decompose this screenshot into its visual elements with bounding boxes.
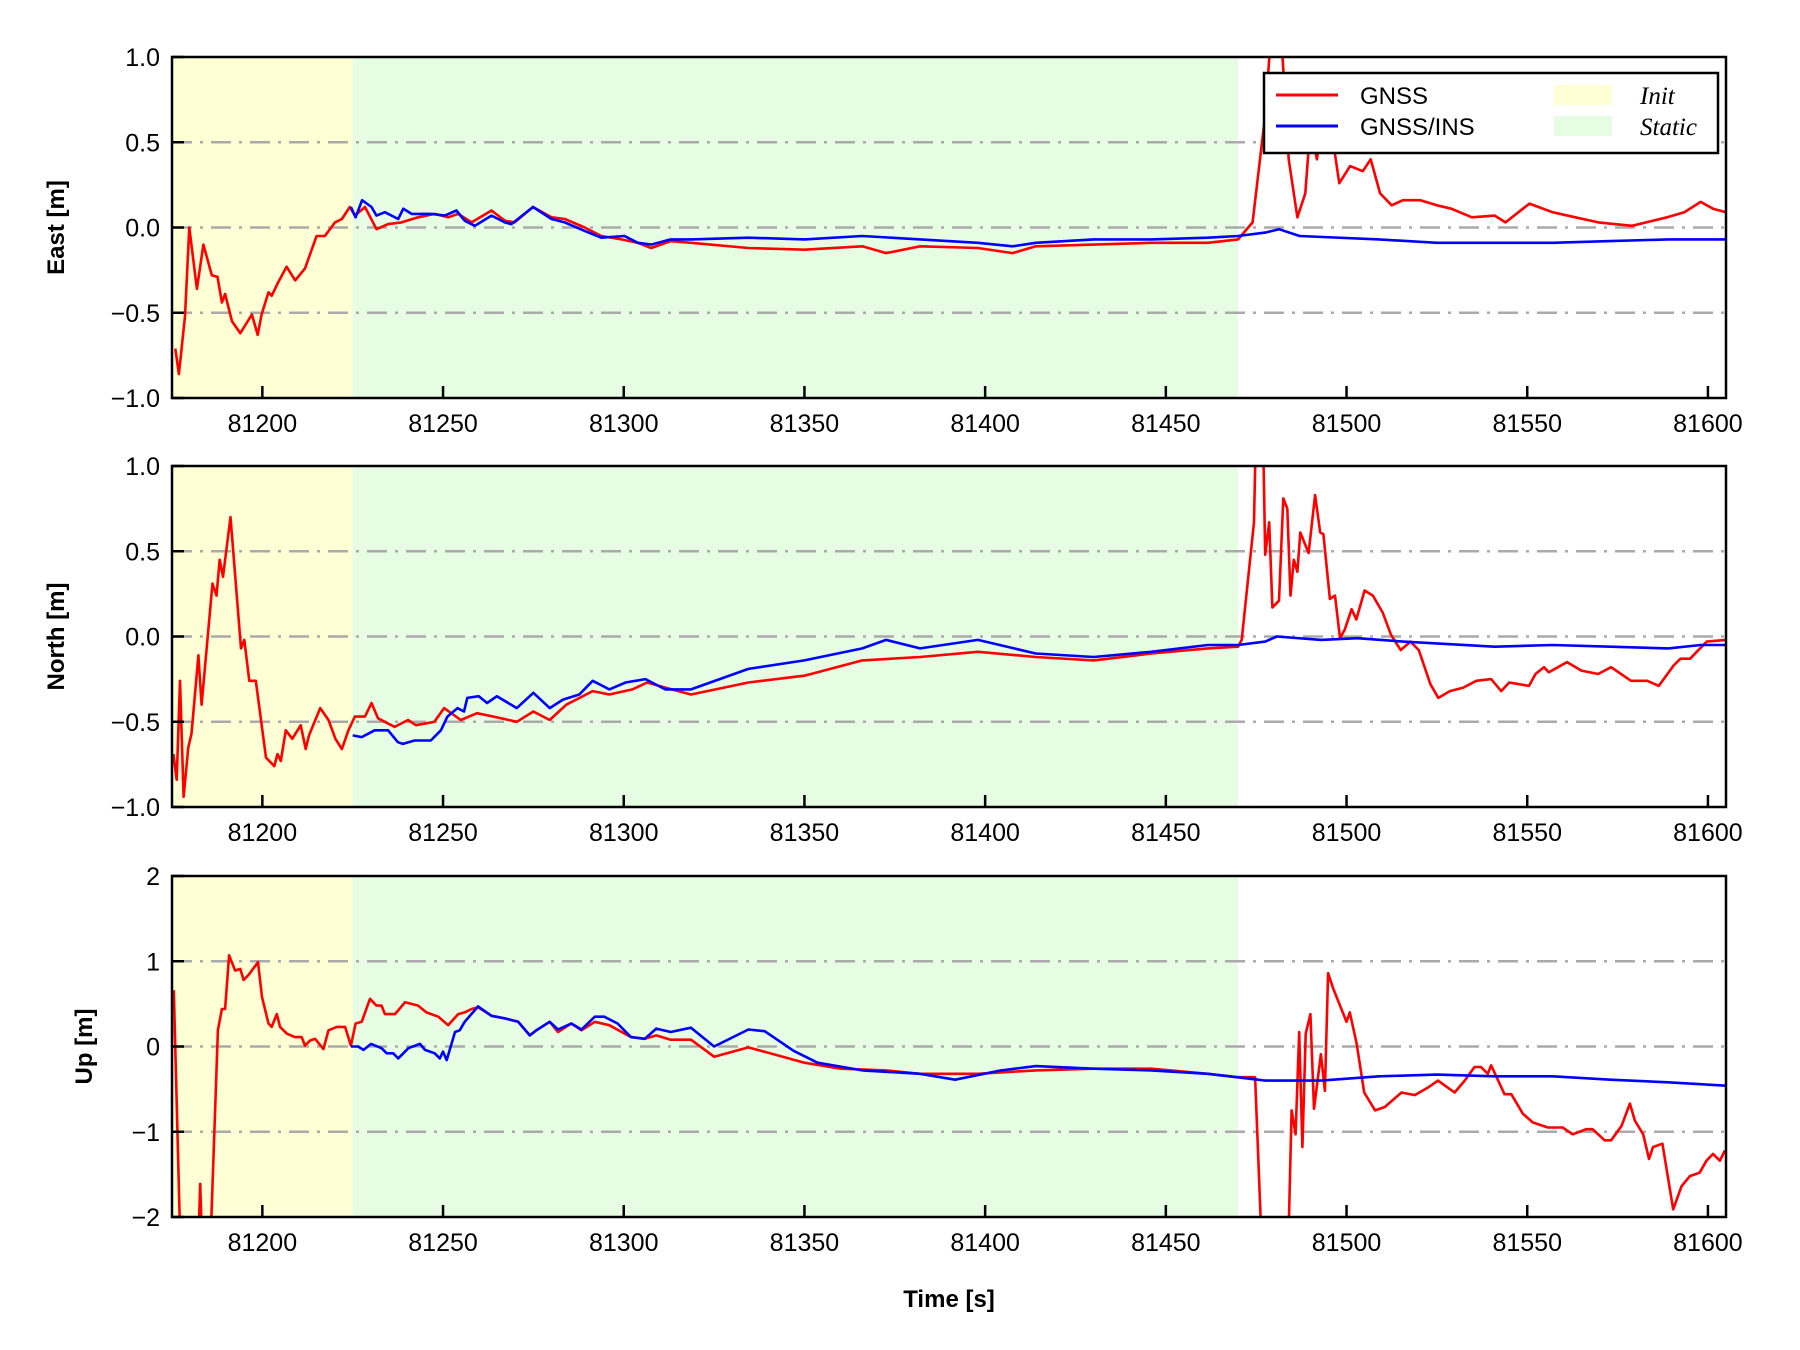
x-tick-label: 81350 bbox=[770, 819, 840, 847]
x-tick-label: 81300 bbox=[589, 410, 659, 438]
y-tick-label: −1.0 bbox=[111, 794, 160, 822]
y-tick-label: −0.5 bbox=[111, 300, 160, 328]
x-tick-label: 81400 bbox=[950, 1229, 1020, 1257]
x-tick-label: 81200 bbox=[228, 410, 298, 438]
panel-east: 1.0 0.5 0.0 −0.5 −1.0 81200 81250 81300 81350 814… bbox=[43, 44, 1743, 438]
y-tick-label: −1 bbox=[131, 1119, 160, 1147]
legend-patch-static bbox=[1554, 116, 1612, 136]
y-tick-label: 0.5 bbox=[125, 538, 160, 566]
legend-label: GNSS bbox=[1360, 83, 1428, 110]
x-tick-label: 81600 bbox=[1673, 819, 1743, 847]
panel-north: 1.0 0.5 0.0 −0.5 −1.0 81200 81250 81300 81350 814… bbox=[43, 453, 1743, 847]
y-tick-label: 1.0 bbox=[125, 453, 160, 481]
y-axis-label: East [m] bbox=[43, 180, 70, 275]
y-tick-label: 0.0 bbox=[125, 215, 160, 243]
x-tick-label: 81200 bbox=[228, 819, 298, 847]
x-tick-label: 81450 bbox=[1131, 1229, 1201, 1257]
y-axis-label: North [m] bbox=[43, 583, 70, 691]
x-tick-label: 81550 bbox=[1492, 1229, 1562, 1257]
series-line-gnss-ins bbox=[350, 1005, 1726, 1087]
series-line-gnss-ins bbox=[349, 198, 1726, 248]
legend-label: Static bbox=[1640, 114, 1697, 141]
x-tick-label: 81300 bbox=[589, 819, 659, 847]
x-tick-label: 81550 bbox=[1492, 410, 1562, 438]
legend-label: Init bbox=[1639, 83, 1676, 110]
legend-label: GNSS/INS bbox=[1360, 114, 1475, 141]
x-tick-label: 81450 bbox=[1131, 410, 1201, 438]
x-tick-label: 81550 bbox=[1492, 819, 1562, 847]
y-tick-label: 1.0 bbox=[125, 44, 160, 72]
x-tick-label: 81250 bbox=[408, 410, 478, 438]
y-tick-label: −0.5 bbox=[111, 709, 160, 737]
panel-up: 2 1 0 −1 −2 81200 81250 81300 81350 81400 81450 815… bbox=[71, 863, 1743, 1257]
x-tick-label: 81400 bbox=[950, 819, 1020, 847]
legend: GNSS GNSS/INS Init Static bbox=[1262, 71, 1720, 155]
x-tick-label: 81200 bbox=[228, 1229, 298, 1257]
x-tick-label: 81500 bbox=[1312, 1229, 1382, 1257]
y-tick-label: 0.5 bbox=[125, 129, 160, 157]
x-tick-label: 81600 bbox=[1673, 1229, 1743, 1257]
x-tick-label: 81350 bbox=[770, 410, 840, 438]
x-tick-label: 81300 bbox=[589, 1229, 659, 1257]
x-tick-label: 81600 bbox=[1673, 410, 1743, 438]
y-tick-label: −1.0 bbox=[111, 385, 160, 413]
x-tick-label: 81500 bbox=[1312, 819, 1382, 847]
x-tick-label: 81400 bbox=[950, 410, 1020, 438]
x-tick-label: 81450 bbox=[1131, 819, 1201, 847]
legend-box bbox=[1262, 71, 1720, 155]
x-axis-label: Time [s] bbox=[903, 1286, 995, 1313]
series-line-gnss-ins bbox=[352, 635, 1726, 746]
y-tick-label: 1 bbox=[146, 948, 160, 976]
series-line-gnss bbox=[172, 466, 1726, 799]
y-axis-label: Up [m] bbox=[71, 1009, 98, 1085]
legend-patch-init bbox=[1554, 85, 1612, 105]
y-tick-label: 2 bbox=[146, 863, 160, 891]
y-tick-label: 0 bbox=[146, 1034, 160, 1062]
x-tick-label: 81250 bbox=[408, 819, 478, 847]
x-tick-label: 81250 bbox=[408, 1229, 478, 1257]
y-tick-label: −2 bbox=[131, 1204, 160, 1232]
series-line-gnss bbox=[174, 57, 1726, 376]
x-tick-label: 81500 bbox=[1312, 410, 1382, 438]
x-tick-label: 81350 bbox=[770, 1229, 840, 1257]
y-tick-label: 0.0 bbox=[125, 624, 160, 652]
series-line-gnss bbox=[172, 954, 1726, 1217]
